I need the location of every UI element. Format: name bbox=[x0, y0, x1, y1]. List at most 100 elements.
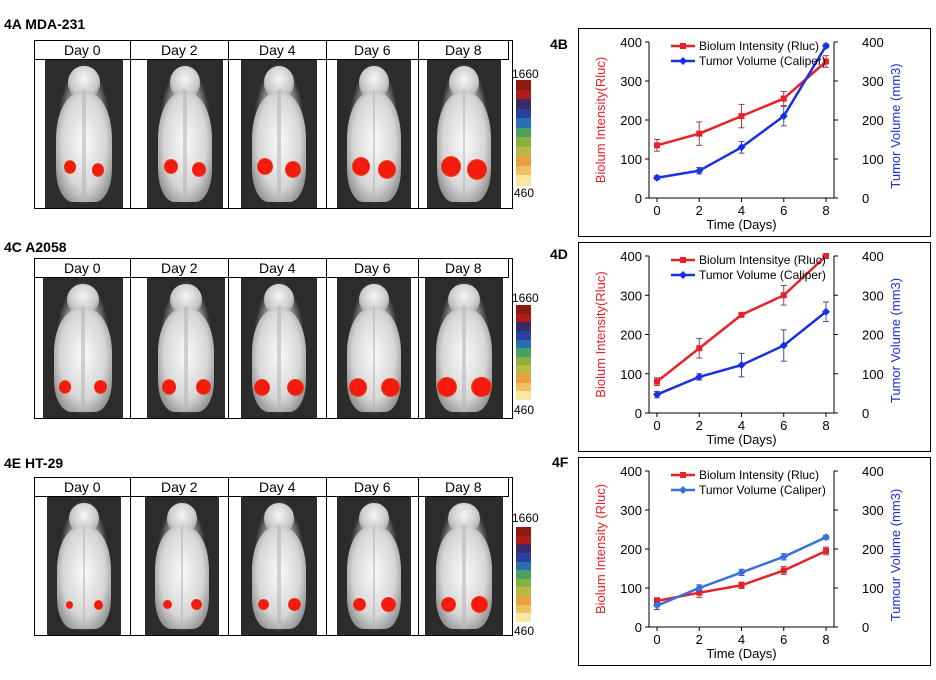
y-tick-label: 400 bbox=[862, 249, 884, 264]
mouse-image-cell bbox=[229, 497, 327, 635]
mouse-image-cell bbox=[229, 60, 327, 208]
legend-marker bbox=[680, 43, 686, 49]
tumor-signal-spot bbox=[258, 599, 270, 611]
mouse-spine bbox=[462, 89, 466, 197]
mouse-spine bbox=[277, 89, 281, 197]
tumor-signal-spot bbox=[162, 599, 172, 610]
data-point bbox=[822, 307, 830, 316]
tumor-signal-spot bbox=[257, 157, 274, 176]
color-scale-segment bbox=[516, 613, 531, 623]
mouse-spine bbox=[82, 89, 86, 197]
day-header: Day 8 bbox=[419, 478, 509, 497]
mouse-xray-image bbox=[425, 278, 503, 418]
color-scale-segment bbox=[516, 156, 531, 167]
legend-label: Tumor Volume (Caliper) bbox=[699, 483, 826, 497]
color-scale-segment bbox=[516, 127, 531, 138]
panel-label-4e: 4E HT-29 bbox=[4, 455, 64, 471]
color-scale-segment bbox=[516, 604, 531, 614]
y-tick-label: 0 bbox=[862, 620, 869, 635]
tumor-signal-spot bbox=[467, 159, 488, 180]
panel-label-4d: 4D bbox=[550, 246, 568, 262]
color-scale-bar bbox=[516, 305, 531, 401]
mouse-image-strip: Day 0 Day 2 Day 4 Day 6 Day 8 bbox=[34, 258, 513, 419]
data-point bbox=[738, 582, 745, 589]
color-scale-segment bbox=[516, 322, 531, 332]
data-point bbox=[779, 112, 788, 121]
tumor-signal-spot bbox=[351, 157, 370, 176]
color-scale-segment bbox=[516, 356, 531, 366]
tumor-signal-spot bbox=[254, 378, 271, 396]
color-scale-segment bbox=[516, 330, 531, 341]
day-header: Day 6 bbox=[327, 259, 419, 278]
mouse-spine bbox=[184, 306, 188, 407]
right-y-axis-label: Tumor Volume (mm3) bbox=[888, 63, 903, 188]
color-scale-segment bbox=[516, 587, 531, 597]
mouse-xray-image bbox=[147, 60, 223, 208]
tumor-signal-spot bbox=[348, 377, 367, 397]
right-y-axis-label: Tumour Volume (mm3) bbox=[888, 489, 903, 621]
day-header: Day 8 bbox=[419, 41, 509, 60]
color-scale-segment bbox=[516, 527, 531, 537]
data-point bbox=[737, 361, 746, 370]
data-point bbox=[654, 142, 660, 149]
x-tick-label: 0 bbox=[653, 632, 660, 647]
scale-max-label: 1660 bbox=[512, 67, 539, 81]
data-point bbox=[696, 589, 703, 596]
color-scale-segment bbox=[516, 544, 531, 554]
tumor-signal-spot bbox=[59, 380, 72, 395]
left-y-axis-label: Biolum Intensity(Rluc) bbox=[593, 271, 608, 397]
mouse-image-cell bbox=[327, 278, 419, 418]
color-scale-segment bbox=[516, 374, 531, 384]
data-point bbox=[822, 41, 830, 50]
data-point bbox=[654, 597, 660, 604]
y-tick-label: 200 bbox=[862, 328, 884, 343]
legend-marker bbox=[679, 271, 687, 279]
mouse-image-cell bbox=[229, 278, 327, 418]
mouse-spine bbox=[372, 306, 376, 407]
day-header: Day 0 bbox=[35, 478, 131, 497]
legend-marker bbox=[679, 486, 687, 494]
tumor-signal-spot bbox=[284, 160, 301, 179]
x-tick-label: 2 bbox=[696, 418, 703, 433]
tumor-signal-spot bbox=[191, 598, 203, 611]
x-tick-label: 4 bbox=[738, 418, 745, 433]
x-axis-label: Time (Days) bbox=[706, 432, 776, 447]
y-tick-label: 200 bbox=[862, 113, 884, 128]
color-scale-segment bbox=[516, 108, 531, 119]
color-scale-segment bbox=[516, 365, 531, 375]
mouse-image-cell bbox=[419, 278, 508, 418]
mouse-spine bbox=[462, 306, 466, 407]
day-header: Day 4 bbox=[229, 41, 327, 60]
mouse-xray-image bbox=[337, 60, 411, 208]
panel-label-4c: 4C A2058 bbox=[4, 239, 67, 255]
mouse-spine bbox=[81, 306, 85, 407]
scale-min-label: 460 bbox=[514, 186, 535, 200]
mouse-image-strip: Day 0 Day 2 Day 4 Day 6 Day 8 bbox=[34, 477, 513, 636]
y-tick-label: 200 bbox=[620, 113, 642, 128]
color-scale-segment bbox=[516, 535, 531, 545]
data-point bbox=[654, 378, 660, 385]
color-scale-segment bbox=[516, 391, 531, 401]
mouse-xray-image bbox=[425, 497, 503, 635]
y-tick-label: 100 bbox=[862, 581, 884, 596]
day-header: Day 6 bbox=[327, 478, 419, 497]
x-tick-label: 8 bbox=[822, 632, 829, 647]
scale-max-label: 1660 bbox=[512, 511, 539, 525]
data-point bbox=[779, 341, 788, 350]
color-scale-bar bbox=[516, 80, 531, 186]
y-tick-label: 100 bbox=[862, 367, 884, 382]
day-header: Day 2 bbox=[131, 41, 229, 60]
y-tick-label: 300 bbox=[862, 74, 884, 89]
color-scale-bar bbox=[516, 527, 531, 623]
y-tick-label: 300 bbox=[862, 288, 884, 303]
tumor-signal-spot bbox=[161, 379, 176, 395]
color-scale-segment bbox=[516, 118, 531, 129]
mouse-image-strip: Day 0 Day 2 Day 4 Day 6 Day 8 bbox=[34, 40, 513, 209]
y-tick-label: 0 bbox=[635, 620, 642, 635]
left-y-axis-label: Biolum Intensity (Rluc) bbox=[593, 484, 608, 614]
y-tick-label: 400 bbox=[620, 464, 642, 479]
x-tick-label: 4 bbox=[738, 632, 745, 647]
tumor-signal-spot bbox=[440, 156, 461, 177]
